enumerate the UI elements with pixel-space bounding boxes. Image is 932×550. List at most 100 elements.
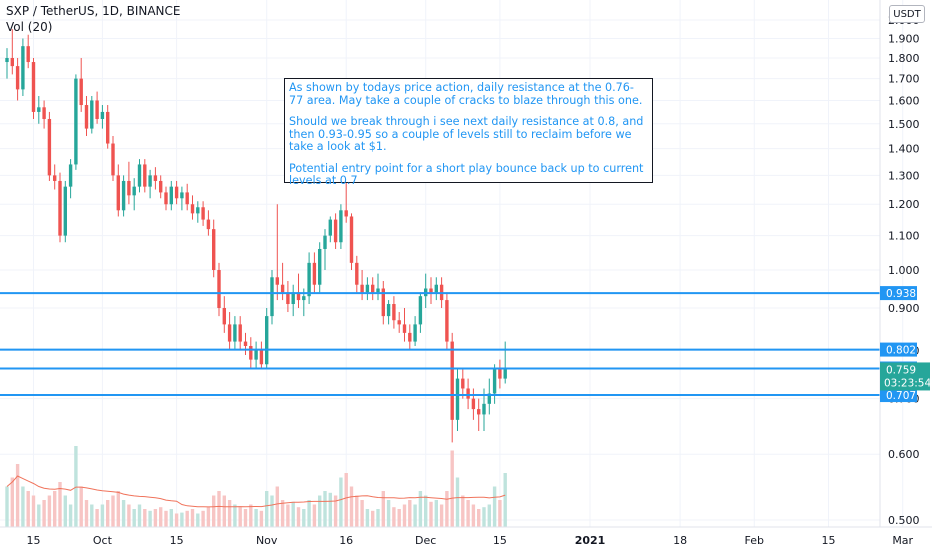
- time-tick-label: Mar: [892, 534, 913, 547]
- volume-bar: [212, 495, 216, 527]
- candle-body: [429, 288, 433, 293]
- price-tick-label: 1.100: [888, 230, 920, 243]
- candle-body: [53, 175, 57, 181]
- candle-body: [159, 180, 163, 193]
- candle-body: [84, 105, 89, 129]
- candle-body: [212, 229, 216, 270]
- candle: [74, 74, 78, 170]
- time-axis[interactable]: 15 Oct 15 Nov 16 Dec 15 2021 18 Feb 15 Mar: [27, 534, 914, 547]
- volume-bar: [217, 491, 221, 527]
- candle: [53, 164, 57, 190]
- candle: [291, 284, 295, 317]
- candle: [408, 324, 412, 351]
- candle: [376, 273, 380, 301]
- volume-bar: [434, 500, 438, 527]
- candle-body: [270, 277, 274, 317]
- candle: [429, 277, 433, 305]
- volume-bar: [450, 450, 454, 527]
- volume-bar: [344, 473, 348, 527]
- volume-bar: [26, 491, 30, 527]
- candle: [233, 316, 237, 351]
- candle-body: [137, 164, 142, 187]
- candle-body: [323, 235, 327, 249]
- candle-body: [450, 341, 454, 420]
- candle-body: [280, 284, 285, 293]
- candle: [280, 262, 285, 301]
- candle-body: [413, 324, 417, 342]
- candle: [222, 296, 226, 333]
- candle: [15, 58, 20, 101]
- price-tick-label: 1.600: [888, 94, 920, 107]
- volume-bar: [243, 509, 248, 527]
- candle: [503, 341, 507, 384]
- volume-bar: [291, 501, 295, 527]
- candle-body: [349, 216, 354, 263]
- candle-body: [201, 207, 205, 220]
- candle-body: [143, 164, 147, 187]
- level-badge-label: 0.938: [886, 288, 916, 300]
- volume-bar: [180, 512, 184, 527]
- candle: [477, 398, 481, 431]
- volume-bars: [5, 446, 507, 527]
- volume-bar: [413, 504, 417, 527]
- candle: [312, 252, 317, 293]
- volume-bar: [84, 500, 89, 527]
- candle: [365, 277, 370, 301]
- candle-body: [5, 58, 9, 63]
- volume-bar: [63, 495, 67, 527]
- price-tick-label: 1.800: [888, 52, 920, 65]
- volume-bar: [79, 486, 83, 527]
- candle-body: [37, 107, 41, 112]
- candle-body: [106, 111, 110, 144]
- candle-body: [333, 219, 338, 243]
- volume-bar: [466, 500, 470, 527]
- volume-bar: [121, 500, 126, 527]
- candle-body: [376, 288, 380, 293]
- candle-body: [455, 378, 460, 420]
- currency-button[interactable]: USDT: [889, 5, 925, 23]
- volume-bar: [222, 495, 226, 527]
- candle: [47, 111, 52, 181]
- volume-bar: [21, 486, 25, 527]
- price-axis[interactable]: 0.5000.6000.7000.8000.9001.0001.1001.200…: [888, 14, 920, 527]
- candle-body: [482, 403, 486, 415]
- candle: [487, 378, 491, 415]
- candle: [196, 201, 200, 223]
- candle-body: [190, 204, 195, 214]
- time-tick-label: Dec: [415, 534, 436, 547]
- candle-body: [196, 207, 200, 214]
- volume-bar: [328, 492, 332, 527]
- candle-body: [10, 58, 14, 67]
- volume-bar: [275, 486, 279, 527]
- candle-body: [21, 46, 25, 90]
- candle-body: [227, 324, 232, 342]
- volume-bar: [127, 504, 131, 527]
- price-tick-label: 1.300: [888, 169, 920, 182]
- time-tick-label: 15: [170, 534, 184, 547]
- volume-bar: [153, 509, 158, 527]
- volume-indicator-label[interactable]: Vol (20): [6, 20, 53, 34]
- candle-body: [492, 368, 497, 394]
- volume-bar: [169, 509, 173, 527]
- candle: [68, 159, 73, 199]
- price-tick-label: 1.200: [888, 198, 920, 211]
- candle: [323, 229, 327, 270]
- candle: [121, 175, 126, 217]
- annotation-note[interactable]: As shown by todays price action, daily r…: [284, 78, 653, 187]
- volume-bar: [371, 510, 375, 527]
- note-paragraph-2: Should we break through i see next daily…: [289, 115, 644, 153]
- candle-body: [318, 248, 322, 285]
- candle-body: [487, 393, 491, 404]
- last-price-badge: [880, 362, 930, 391]
- candle: [265, 308, 269, 369]
- candle: [371, 277, 375, 301]
- candle: [492, 364, 497, 404]
- candle-body: [445, 300, 449, 342]
- candle-body: [344, 210, 348, 217]
- symbol-title: SXP / TetherUS, 1D, BINANCE: [6, 4, 181, 18]
- volume-bar: [196, 513, 200, 527]
- horizontal-levels[interactable]: [0, 292, 880, 397]
- candle: [212, 219, 216, 278]
- candle: [106, 105, 110, 149]
- candle-body: [339, 210, 343, 243]
